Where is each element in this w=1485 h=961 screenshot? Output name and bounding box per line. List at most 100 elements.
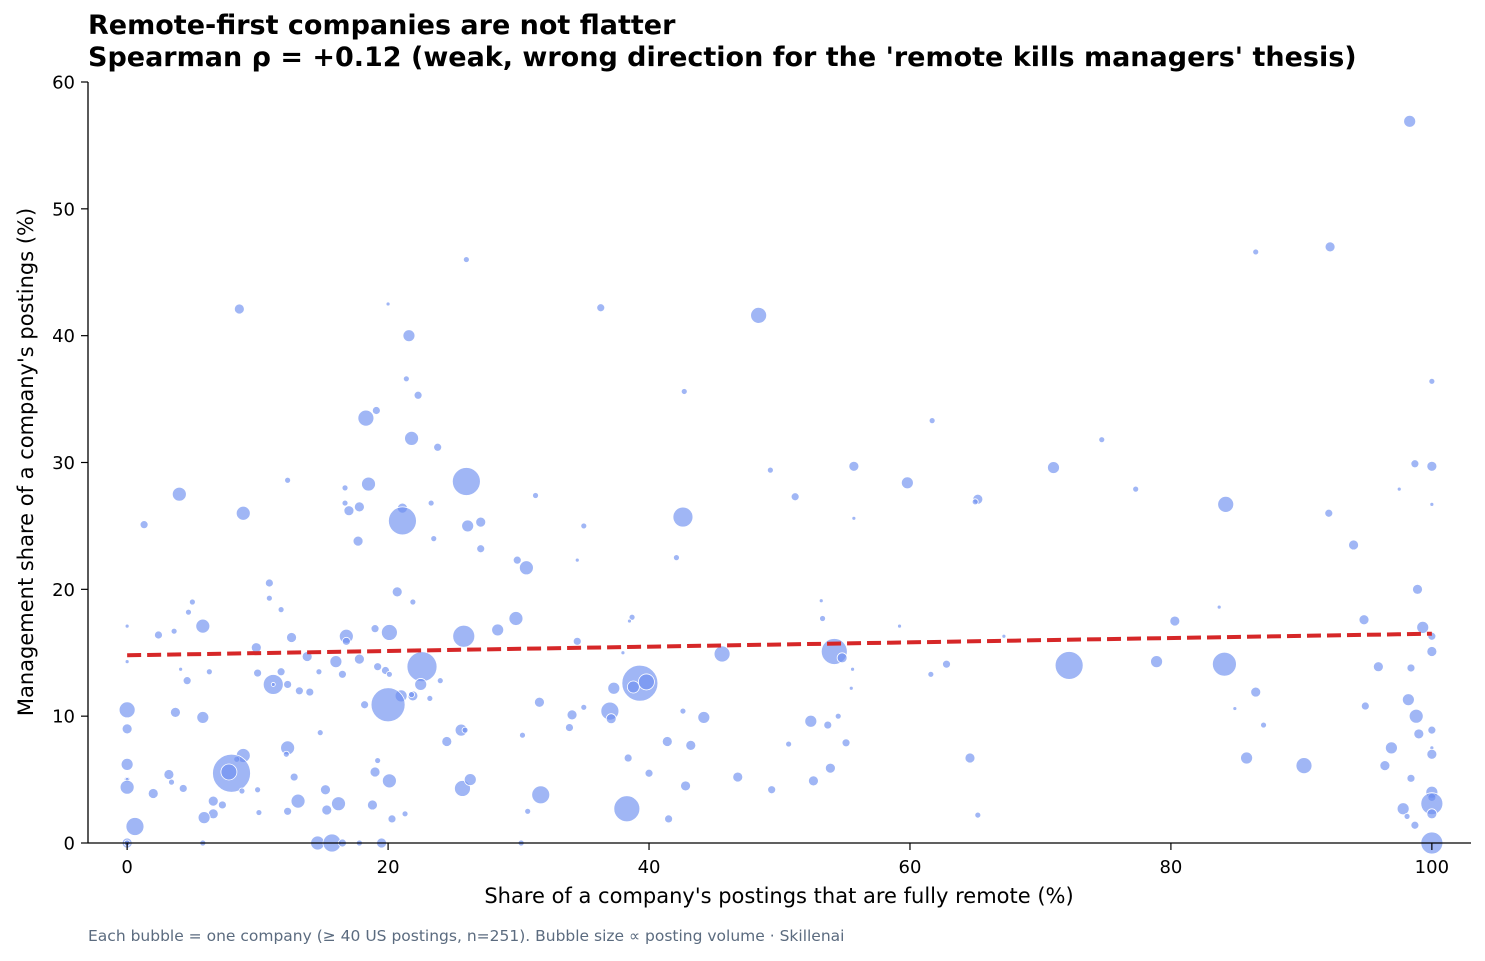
y-ticks: 0 10 20 30 40 50 60 (52, 73, 88, 855)
company-bubble (357, 409, 375, 427)
company-bubble (289, 772, 299, 782)
company-bubble (1169, 615, 1181, 627)
company-bubble (182, 676, 192, 686)
company-bubble (766, 466, 774, 474)
company-bubble (387, 814, 397, 824)
company-bubble (596, 303, 606, 313)
company-bubble (1413, 728, 1425, 740)
company-bubble (121, 723, 133, 735)
company-bubble (613, 795, 641, 823)
company-bubble (1372, 661, 1384, 673)
y-tick-label: 40 (52, 326, 75, 347)
company-bubble (205, 668, 213, 676)
company-bubble (1295, 757, 1313, 775)
company-bubble (360, 700, 370, 710)
company-bubble (341, 636, 351, 646)
company-bubble (264, 578, 274, 588)
company-bubble (441, 736, 453, 747)
company-bubble (1250, 686, 1262, 698)
company-bubble (1252, 248, 1260, 256)
company-bubble (277, 606, 285, 614)
company-bubble (462, 256, 470, 263)
company-bubble (305, 687, 315, 697)
company-bubble (1385, 741, 1398, 755)
company-bubble (196, 711, 210, 724)
company-bubble (353, 653, 365, 665)
company-bubble (1403, 812, 1411, 820)
company-bubble (197, 811, 211, 825)
company-bubble (524, 807, 532, 815)
company-bubble (321, 804, 333, 816)
company-bubble (373, 662, 383, 672)
x-tick-label: 0 (121, 857, 132, 878)
y-tick-label: 50 (52, 199, 75, 220)
company-bubble (1396, 486, 1402, 492)
company-bubble (170, 706, 181, 718)
company-bubble (607, 681, 621, 695)
company-bubble (353, 501, 365, 513)
x-tick-label: 80 (1159, 857, 1182, 878)
company-bubble (220, 763, 238, 781)
company-bubble (286, 632, 297, 643)
company-bubble (680, 780, 691, 792)
footnote: Each bubble = one company (≥ 40 US posti… (88, 927, 845, 945)
company-bubble (808, 775, 819, 787)
company-bubble (848, 685, 854, 691)
company-bubble (430, 535, 438, 542)
company-bubble (409, 598, 417, 606)
company-bubble (1360, 701, 1370, 711)
company-bubble (380, 624, 398, 641)
company-bubble (163, 769, 175, 780)
company-bubble (626, 680, 640, 694)
company-bubble (371, 406, 381, 415)
x-tick-label: 40 (638, 857, 661, 878)
company-bubble (341, 484, 349, 492)
company-bubble (804, 714, 818, 728)
company-bubble (168, 778, 175, 786)
company-bubble (283, 680, 293, 689)
company-bubble (1410, 820, 1420, 830)
company-bubble (680, 388, 688, 395)
x-tick-label: 20 (377, 857, 400, 878)
company-bubble (1324, 508, 1334, 518)
company-bubble (255, 809, 263, 816)
company-bubble (414, 678, 428, 691)
company-bubble (790, 492, 800, 502)
company-bubble (836, 652, 848, 664)
y-tick-label: 0 (64, 834, 75, 855)
company-bubble (406, 651, 438, 683)
company-bubble (580, 703, 588, 711)
company-bubble (623, 753, 633, 763)
company-bubble (361, 476, 376, 492)
company-bubble (408, 691, 415, 699)
company-bubble (1426, 646, 1438, 657)
company-bubble (401, 810, 409, 818)
company-bubble (329, 655, 343, 669)
company-bubble (316, 729, 324, 737)
company-bubble (125, 817, 145, 836)
company-bubble (1232, 706, 1238, 711)
company-bubble (1047, 461, 1060, 474)
company-bubble (620, 650, 626, 656)
company-bubble (282, 750, 290, 758)
company-bubble (178, 666, 184, 672)
trend-line (127, 631, 1432, 658)
company-bubble (283, 806, 293, 816)
company-bubble (1412, 583, 1423, 595)
company-bubble (1410, 459, 1420, 469)
company-bubble (834, 712, 842, 720)
company-bubble (463, 773, 477, 786)
company-bubble (461, 519, 475, 533)
company-bubble (315, 668, 323, 676)
company-bubble (512, 555, 522, 565)
company-bubble (284, 476, 292, 484)
company-bubble (385, 301, 391, 307)
company-bubble (195, 618, 211, 634)
company-bubble (638, 673, 655, 691)
company-bubble (750, 306, 768, 324)
company-bubble (385, 670, 393, 678)
company-bubble (451, 467, 481, 496)
x-axis-label: Share of a company's postings that are f… (484, 884, 1073, 908)
company-bubble (188, 598, 196, 606)
